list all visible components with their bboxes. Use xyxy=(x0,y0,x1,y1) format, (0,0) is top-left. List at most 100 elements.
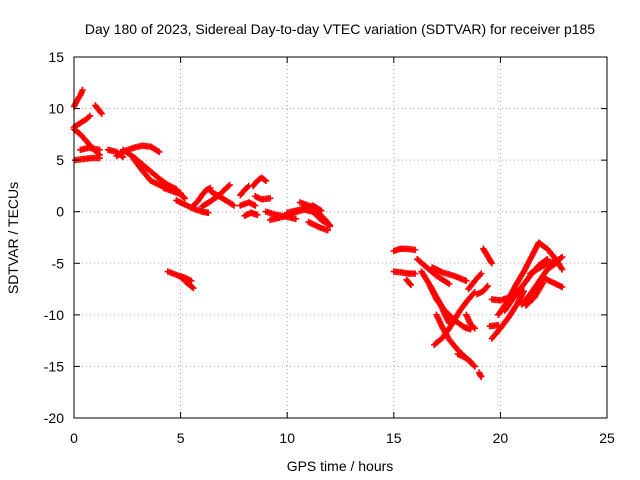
plot-frame xyxy=(73,56,608,419)
y-tick-label: 10 xyxy=(48,101,64,117)
data-point xyxy=(411,270,419,277)
track-marks xyxy=(70,126,103,159)
data-point xyxy=(467,358,474,365)
track-marks xyxy=(305,218,331,234)
track-marks xyxy=(92,102,105,117)
x-axis-label: GPS time / hours xyxy=(287,458,394,474)
data-point xyxy=(539,279,547,287)
data-point xyxy=(471,363,479,370)
track-marks xyxy=(480,245,496,267)
data-point xyxy=(470,362,477,369)
x-tick-label: 10 xyxy=(279,430,295,446)
track-marks xyxy=(70,86,86,110)
data-point xyxy=(411,246,419,254)
data-point xyxy=(463,277,470,285)
chart-title: Day 180 of 2023, Sidereal Day-to-day VTE… xyxy=(85,21,595,37)
data-point xyxy=(266,195,274,202)
track-marks xyxy=(390,245,419,255)
track-marks xyxy=(431,288,479,348)
track-marks xyxy=(241,209,255,220)
track-marks xyxy=(454,350,474,365)
y-axis-label: SDTVAR / TECUs xyxy=(5,182,21,294)
data-point xyxy=(226,181,233,189)
y-tick-label: -5 xyxy=(52,255,65,271)
track-marks xyxy=(428,264,470,285)
ticks-layer: 0 5 10 15 20 25 15 10 5 0 -5 -10 -15 -20 xyxy=(44,49,615,446)
data-point xyxy=(247,209,255,216)
data-point xyxy=(559,283,566,291)
data-point xyxy=(484,282,491,290)
track-marks xyxy=(414,255,453,288)
track-marks xyxy=(71,154,103,164)
track-marks xyxy=(426,282,474,333)
track-marks xyxy=(177,273,197,292)
data-point xyxy=(478,270,485,277)
track-marks xyxy=(390,268,419,277)
track-marks xyxy=(501,255,551,314)
data-point xyxy=(181,195,189,202)
data-point xyxy=(188,283,196,291)
track-marks xyxy=(173,197,212,216)
track-marks xyxy=(522,279,547,309)
data-point xyxy=(471,325,479,332)
y-tick-label: 0 xyxy=(56,204,64,220)
track-marks xyxy=(249,174,270,190)
track-marks xyxy=(188,184,214,211)
track-marks xyxy=(70,112,94,131)
data-point xyxy=(559,253,566,261)
x-tick-label: 25 xyxy=(599,430,615,446)
data-point xyxy=(262,177,270,184)
track-marks xyxy=(473,282,491,298)
data-point xyxy=(98,110,105,117)
data-point xyxy=(96,154,103,162)
grid-layer xyxy=(74,57,607,418)
track-marks xyxy=(237,182,253,199)
track-marks xyxy=(527,253,566,277)
track-marks xyxy=(77,144,103,154)
track-marks xyxy=(465,270,485,293)
data-point xyxy=(230,202,238,209)
data-point xyxy=(326,222,334,230)
data-point xyxy=(406,280,413,287)
data-point xyxy=(292,215,299,223)
track-marks xyxy=(252,193,274,203)
data-point xyxy=(190,284,197,292)
y-tick-label: 15 xyxy=(48,49,64,65)
data-point xyxy=(446,280,453,288)
data-point xyxy=(495,321,502,329)
track-marks xyxy=(535,239,566,273)
x-tick-label: 5 xyxy=(177,430,185,446)
y-tick-label: -20 xyxy=(44,410,64,426)
data-point xyxy=(156,148,163,156)
data-point xyxy=(86,112,94,119)
data-point xyxy=(407,281,415,289)
track-marks xyxy=(119,146,180,193)
data-point xyxy=(559,266,566,273)
data-point xyxy=(205,209,212,216)
track-marks xyxy=(296,199,334,230)
x-tick-label: 20 xyxy=(493,430,509,446)
data-point xyxy=(478,373,485,380)
data-point xyxy=(483,284,490,291)
y-tick-label: 5 xyxy=(56,152,64,168)
y-tick-label: -10 xyxy=(44,307,64,323)
data-point xyxy=(252,202,259,209)
track-marks xyxy=(403,276,415,289)
data-point xyxy=(324,227,331,234)
track-marks xyxy=(486,321,502,330)
track-marks xyxy=(160,184,189,202)
track-marks xyxy=(237,199,259,209)
track-marks xyxy=(539,274,566,291)
data-point xyxy=(96,146,103,154)
track-marks xyxy=(463,311,479,332)
data-point xyxy=(254,211,261,219)
data-point xyxy=(488,260,496,267)
x-tick-label: 0 xyxy=(70,430,78,446)
x-tick-label: 15 xyxy=(386,430,402,446)
marks-layer xyxy=(70,86,566,380)
data-point xyxy=(79,86,86,94)
y-tick-label: -15 xyxy=(44,358,64,374)
track-marks xyxy=(207,187,238,209)
track-marks xyxy=(475,369,485,380)
